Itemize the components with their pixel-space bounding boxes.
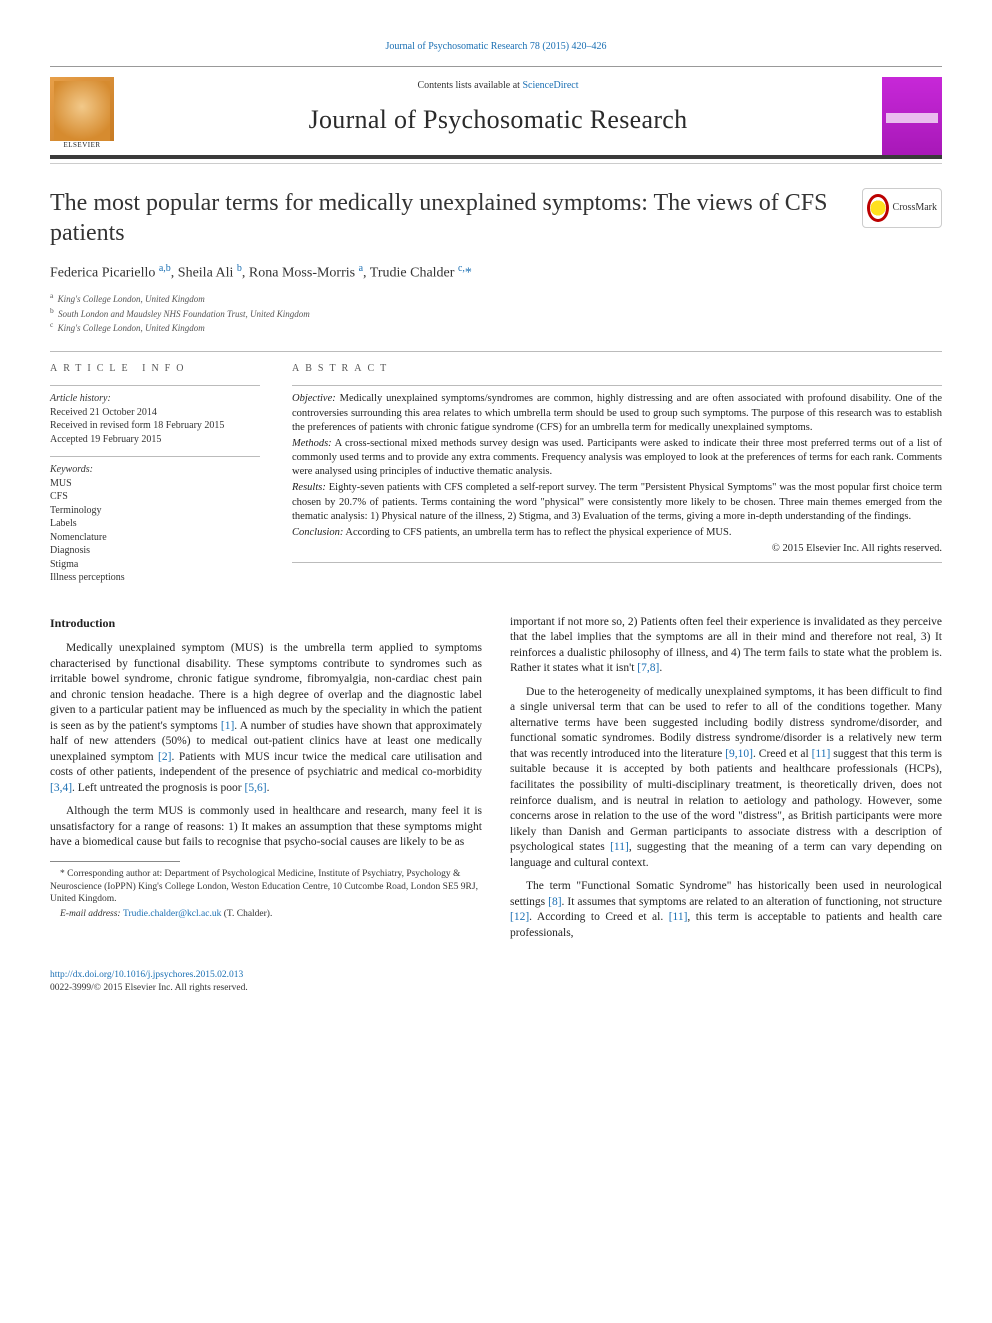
section-rule-top	[50, 351, 942, 352]
abstract-conclusion: Conclusion: According to CFS patients, a…	[292, 526, 942, 540]
ref-910[interactable]: [9,10]	[725, 748, 753, 760]
journal-header: ELSEVIER Contents lists available at Sci…	[50, 66, 942, 159]
footer: http://dx.doi.org/10.1016/j.jpsychores.2…	[50, 969, 942, 995]
keyword-item: Illness perceptions	[50, 571, 260, 585]
rp1b: .	[659, 662, 662, 674]
results-label: Results:	[292, 482, 326, 493]
methods-text: A cross-sectional mixed methods survey d…	[292, 438, 942, 477]
p1d: . Left untreated the prognosis is poor	[72, 782, 244, 794]
authors-line: Federica Picariello a,b, Sheila Ali b, R…	[50, 262, 942, 284]
article-info-column: ARTICLE INFO Article history: Received 2…	[50, 362, 260, 585]
footnotes: * Corresponding author at: Department of…	[50, 868, 482, 921]
ref-8[interactable]: [8]	[548, 896, 561, 908]
right-p1: important if not more so, 2) Patients of…	[510, 615, 942, 677]
journal-citation[interactable]: Journal of Psychosomatic Research 78 (20…	[50, 40, 942, 54]
footnote-separator	[50, 861, 180, 862]
journal-name: Journal of Psychosomatic Research	[126, 102, 870, 137]
abstract-column: ABSTRACT Objective: Medically unexplaine…	[292, 362, 942, 585]
abstract-divider-bottom	[292, 562, 942, 563]
ref-34[interactable]: [3,4]	[50, 782, 72, 794]
email-line: E-mail address: Trudie.chalder@kcl.ac.uk…	[50, 908, 482, 921]
doi-link[interactable]: http://dx.doi.org/10.1016/j.jpsychores.2…	[50, 970, 243, 980]
intro-p2: Although the term MUS is commonly used i…	[50, 804, 482, 851]
sciencedirect-link[interactable]: ScienceDirect	[522, 80, 578, 91]
keywords-label: Keywords:	[50, 463, 260, 477]
rp3c: . According to Creed et al.	[529, 911, 669, 923]
intro-p1: Medically unexplained symptom (MUS) is t…	[50, 641, 482, 796]
rp2b: . Creed et al	[753, 748, 812, 760]
contents-prefix: Contents lists available at	[417, 80, 522, 91]
crossmark-badge[interactable]: CrossMark	[862, 188, 942, 228]
body-columns: Introduction Medically unexplained sympt…	[50, 615, 942, 949]
methods-label: Methods:	[292, 438, 332, 449]
affiliation-item: c King's College London, United Kingdom	[50, 320, 942, 335]
article-info-heading: ARTICLE INFO	[50, 362, 260, 376]
keyword-item: Diagnosis	[50, 544, 260, 558]
keyword-item: Labels	[50, 517, 260, 531]
conclusion-label: Conclusion:	[292, 527, 343, 538]
abstract-methods: Methods: A cross-sectional mixed methods…	[292, 437, 942, 480]
keyword-item: Stigma	[50, 558, 260, 572]
affiliation-item: b South London and Maudsley NHS Foundati…	[50, 306, 942, 321]
email-link[interactable]: Trudie.chalder@kcl.ac.uk	[123, 909, 221, 919]
elsevier-label: ELSEVIER	[50, 141, 114, 150]
p1a: Medically unexplained symptom (MUS) is t…	[50, 642, 482, 732]
rp1a: important if not more so, 2) Patients of…	[510, 616, 942, 675]
copyright-line: © 2015 Elsevier Inc. All rights reserved…	[292, 542, 942, 556]
keyword-item: Nomenclature	[50, 531, 260, 545]
ref-1[interactable]: [1]	[221, 720, 234, 732]
header-rule	[50, 163, 942, 164]
objective-label: Objective:	[292, 393, 336, 404]
info-divider-1	[50, 385, 260, 386]
ref-78[interactable]: [7,8]	[637, 662, 659, 674]
article-title: The most popular terms for medically une…	[50, 188, 846, 248]
objective-text: Medically unexplained symptoms/syndromes…	[292, 393, 942, 432]
corresponding-author: * Corresponding author at: Department of…	[50, 868, 482, 906]
elsevier-logo: ELSEVIER	[50, 77, 114, 149]
header-center: Contents lists available at ScienceDirec…	[126, 77, 870, 138]
history-item: Accepted 19 February 2015	[50, 433, 260, 447]
crossmark-icon	[867, 194, 889, 222]
history-item: Received 21 October 2014	[50, 406, 260, 420]
keyword-item: Terminology	[50, 504, 260, 518]
right-column: important if not more so, 2) Patients of…	[510, 615, 942, 949]
ref-2[interactable]: [2]	[158, 751, 171, 763]
affiliation-item: a King's College London, United Kingdom	[50, 291, 942, 306]
abstract-heading: ABSTRACT	[292, 362, 942, 376]
corr-text: Corresponding author at: Department of P…	[50, 869, 478, 905]
journal-cover-thumbnail	[882, 77, 942, 155]
abstract-divider-top	[292, 385, 942, 386]
ref-11b[interactable]: [11]	[610, 841, 629, 853]
rp3b: . It assumes that symptoms are related t…	[562, 896, 942, 908]
history-label: Article history:	[50, 392, 260, 406]
p1e: .	[267, 782, 270, 794]
conclusion-text: According to CFS patients, an umbrella t…	[345, 527, 731, 538]
abstract-objective: Objective: Medically unexplained symptom…	[292, 392, 942, 435]
ref-11a[interactable]: [11]	[812, 748, 831, 760]
keyword-item: MUS	[50, 477, 260, 491]
history-list: Received 21 October 2014Received in revi…	[50, 406, 260, 447]
ref-12[interactable]: [12]	[510, 911, 529, 923]
left-column: Introduction Medically unexplained sympt…	[50, 615, 482, 949]
email-suffix: (T. Chalder).	[221, 909, 272, 919]
introduction-heading: Introduction	[50, 615, 482, 631]
info-divider-2	[50, 456, 260, 457]
results-text: Eighty-seven patients with CFS completed…	[292, 482, 942, 521]
history-item: Received in revised form 18 February 201…	[50, 419, 260, 433]
abstract-results: Results: Eighty-seven patients with CFS …	[292, 481, 942, 524]
keyword-item: CFS	[50, 490, 260, 504]
email-label: E-mail address:	[60, 909, 123, 919]
affiliations: a King's College London, United Kingdomb…	[50, 291, 942, 335]
keywords-list: MUSCFSTerminologyLabelsNomenclatureDiagn…	[50, 477, 260, 585]
contents-line: Contents lists available at ScienceDirec…	[126, 79, 870, 93]
right-p2: Due to the heterogeneity of medically un…	[510, 685, 942, 871]
ref-11c[interactable]: [11]	[669, 911, 688, 923]
crossmark-label: CrossMark	[893, 201, 937, 215]
ref-56[interactable]: [5,6]	[245, 782, 267, 794]
issn-line: 0022-3999/© 2015 Elsevier Inc. All right…	[50, 982, 942, 995]
rp2c: suggest that this term is suitable becau…	[510, 748, 942, 853]
right-p3: The term "Functional Somatic Syndrome" h…	[510, 879, 942, 941]
